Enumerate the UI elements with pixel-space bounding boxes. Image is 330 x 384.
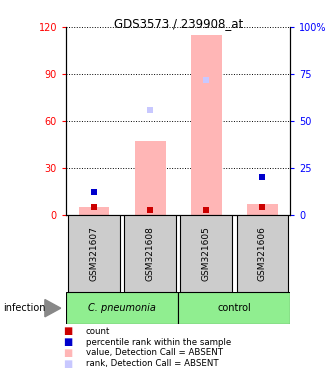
- Bar: [124, 215, 176, 292]
- Text: ■: ■: [63, 348, 72, 358]
- Bar: [178, 292, 290, 324]
- Point: [148, 107, 153, 113]
- Bar: [135, 141, 166, 215]
- Bar: [237, 215, 288, 292]
- Bar: [181, 215, 232, 292]
- Text: ■: ■: [63, 337, 72, 347]
- Text: GSM321607: GSM321607: [89, 226, 99, 281]
- Bar: [247, 204, 278, 215]
- Point: [260, 174, 265, 180]
- Bar: [79, 207, 110, 215]
- Bar: [191, 35, 222, 215]
- Point: [260, 174, 265, 180]
- Point: [91, 189, 97, 195]
- Text: rank, Detection Call = ABSENT: rank, Detection Call = ABSENT: [86, 359, 218, 368]
- Bar: [66, 292, 178, 324]
- Text: value, Detection Call = ABSENT: value, Detection Call = ABSENT: [86, 348, 223, 358]
- Point: [91, 189, 97, 195]
- Point: [260, 204, 265, 210]
- Text: count: count: [86, 327, 110, 336]
- Text: GSM321605: GSM321605: [202, 226, 211, 281]
- Text: C. pneumonia: C. pneumonia: [88, 303, 156, 313]
- Point: [148, 207, 153, 214]
- Point: [204, 207, 209, 214]
- Text: GSM321606: GSM321606: [258, 226, 267, 281]
- Text: GSM321608: GSM321608: [146, 226, 155, 281]
- Text: percentile rank within the sample: percentile rank within the sample: [86, 338, 231, 347]
- Text: control: control: [217, 303, 251, 313]
- Point: [204, 76, 209, 83]
- Text: infection: infection: [3, 303, 46, 313]
- Polygon shape: [45, 300, 61, 317]
- Text: GDS3573 / 239908_at: GDS3573 / 239908_at: [114, 17, 243, 30]
- Point: [91, 204, 97, 210]
- Text: ■: ■: [63, 359, 72, 369]
- Bar: [68, 215, 120, 292]
- Text: ■: ■: [63, 326, 72, 336]
